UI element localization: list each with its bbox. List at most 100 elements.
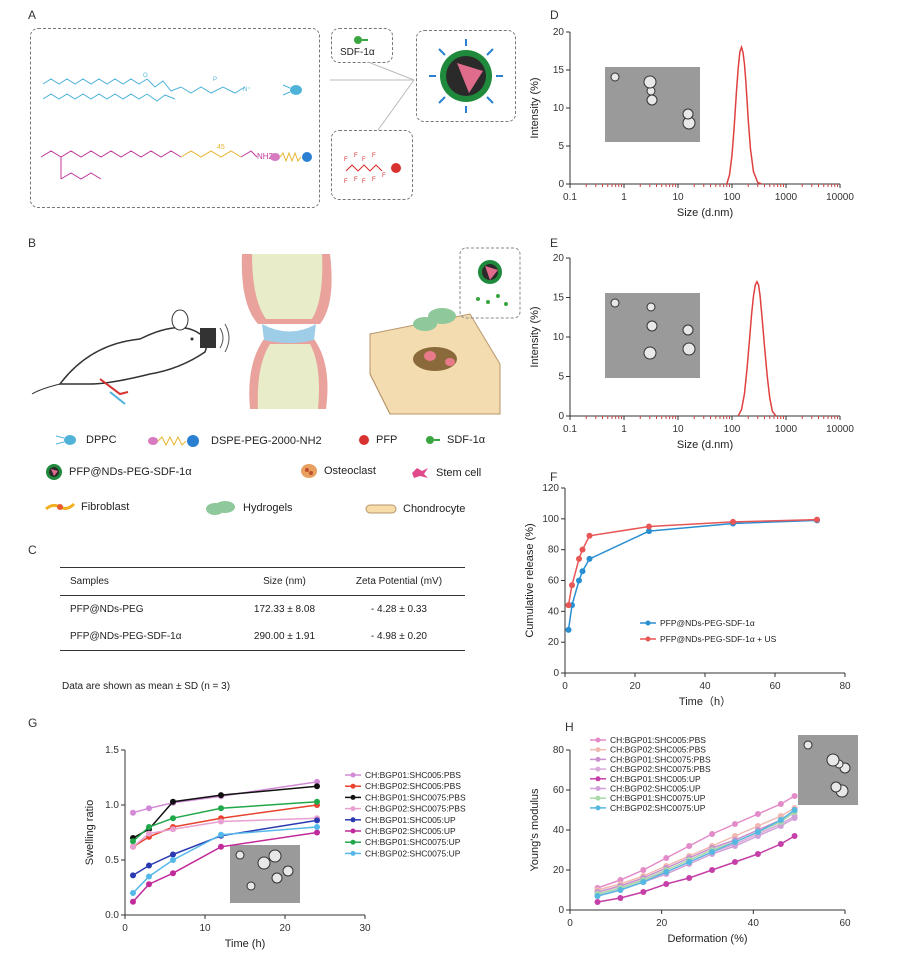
data-point	[646, 523, 652, 530]
table-cell: 172.33 ± 8.08	[253, 604, 316, 615]
sdf-icon	[354, 36, 362, 44]
table-cell: 290.00 ± 1.91	[236, 623, 333, 651]
x-tick-label: 80	[839, 681, 851, 692]
legend-marker	[595, 786, 601, 791]
data-point	[754, 829, 761, 835]
y-tick-label: 20	[553, 253, 565, 264]
particle-mark	[682, 324, 694, 336]
series-line-1	[567, 518, 818, 606]
data-point	[732, 839, 738, 845]
data-point	[569, 582, 575, 589]
dspe-structure	[40, 150, 182, 180]
y-tick-label: 80	[553, 745, 565, 756]
y-tick-label: 40	[548, 606, 560, 617]
nanodroplet-release-inset	[459, 247, 521, 319]
data-point	[732, 821, 738, 827]
dppc-icon	[282, 84, 302, 96]
legend-label: CH:BGP02:SHC005:PBS	[365, 781, 461, 791]
data-point	[218, 818, 224, 825]
legend-stem-cell-label: Stem cell	[436, 467, 482, 479]
x-tick-label: 0.1	[563, 192, 577, 203]
data-point	[565, 626, 572, 633]
hydrogel-icon	[206, 501, 235, 515]
data-point	[130, 890, 136, 896]
cartilage-tissue-illustration	[369, 308, 501, 415]
svg-text:F: F	[344, 179, 348, 185]
x-axis-label: Size (d.nm)	[677, 439, 733, 451]
chart-h-youngs-modulus: 0 20 40 60 80 0 20 40 60 Deformation (%) Young's m…	[529, 735, 858, 945]
legend-marker	[595, 756, 601, 762]
legend-dppc-label: DPPC	[86, 434, 117, 446]
chart-e-dls-peg-sdf: 0 5 10 15 20 0.1 1 10 100 1000 10000 Size (d.nm) Int…	[529, 253, 854, 451]
series-line-0	[597, 795, 795, 889]
panel-label-g: G	[28, 716, 38, 730]
x-tick-label: 10	[672, 424, 684, 435]
legend-label: CH:BGP01:SHC0075:PBS	[610, 754, 711, 764]
legend-marker	[595, 776, 601, 782]
y-tick-label: 0	[558, 411, 564, 422]
x-axis-label: Time（h）	[679, 695, 731, 708]
legend-marker	[350, 839, 356, 845]
data-point	[314, 824, 320, 830]
legend-label: PFP@NDs-PEG-SDF-1α + US	[660, 634, 777, 644]
table-row: PFP@NDs-PEG-SDF-1α 290.00 ± 1.91 - 4.98 …	[60, 623, 465, 651]
sdf-box: SDF-1α	[331, 28, 393, 63]
data-point	[579, 546, 586, 553]
data-point	[146, 830, 152, 837]
particle-mark	[643, 75, 657, 89]
legend-marker	[595, 737, 601, 743]
x-tick-label: 1000	[775, 192, 798, 203]
data-point	[576, 555, 582, 562]
svg-text:O: O	[143, 73, 148, 79]
table-cell: - 4.98 ± 0.20	[332, 623, 465, 651]
legend-nanodroplet-label: PFP@NDs-PEG-SDF-1α	[69, 466, 192, 478]
data-point	[791, 815, 798, 821]
data-point	[218, 792, 224, 799]
chart-g-swelling: 0.0 0.5 1.0 1.5 0 10 20 30 Time (h) Swelling rati…	[84, 745, 466, 950]
x-tick-label: 10	[199, 923, 211, 934]
legend-chondrocyte-label: Chondrocyte	[403, 503, 466, 515]
x-tick-label: 20	[656, 918, 668, 929]
particle-mark	[282, 865, 294, 877]
characterization-table: Samples Size (nm) Zeta Potential (mV) PF…	[60, 567, 465, 651]
y-tick-label: 15	[553, 293, 565, 304]
data-point	[709, 849, 716, 855]
data-point	[218, 805, 224, 812]
svg-text:F: F	[372, 153, 376, 159]
svg-text:F: F	[362, 179, 366, 185]
series-line-4	[597, 835, 795, 903]
data-point	[594, 899, 601, 905]
data-point	[130, 872, 136, 879]
data-point	[777, 817, 784, 823]
panel-label-b: B	[28, 236, 37, 250]
data-point	[579, 568, 586, 575]
series-line-7	[597, 809, 796, 897]
y-tick-label: 20	[553, 865, 565, 876]
y-tick-label: 0.5	[105, 855, 119, 866]
legend-sdf-label: SDF-1α	[447, 434, 486, 446]
panel-a-connectors	[330, 61, 415, 131]
x-tick-label: 60	[839, 918, 851, 929]
legend-label: CH:BGP01:SHC005:PBS	[365, 770, 461, 780]
data-point	[814, 516, 820, 523]
dppc-structure	[42, 78, 246, 102]
legend-label: PFP@NDs-PEG-SDF-1α	[660, 618, 755, 628]
legend-osteoclast-label: Osteoclast	[324, 465, 376, 477]
data-point	[617, 895, 624, 901]
data-point	[565, 602, 572, 609]
legend-dspe: DSPE-PEG-2000-NH2	[145, 434, 322, 448]
data-point	[314, 829, 320, 836]
data-point	[130, 898, 136, 905]
nanodroplet-icon	[429, 39, 503, 113]
legend-label: CH:BGP02:SHC0075:UP	[610, 803, 706, 813]
data-point	[754, 811, 761, 817]
svg-text:F: F	[382, 173, 386, 179]
particle-mark	[246, 881, 256, 891]
particle-mark	[682, 342, 696, 356]
series-line-2	[132, 785, 318, 839]
data-point	[170, 815, 176, 822]
osteoclast-icon	[301, 464, 317, 478]
series-line-2	[597, 809, 796, 893]
table-header-row: Samples Size (nm) Zeta Potential (mV)	[60, 567, 465, 596]
y-tick-label: 20	[553, 27, 565, 38]
